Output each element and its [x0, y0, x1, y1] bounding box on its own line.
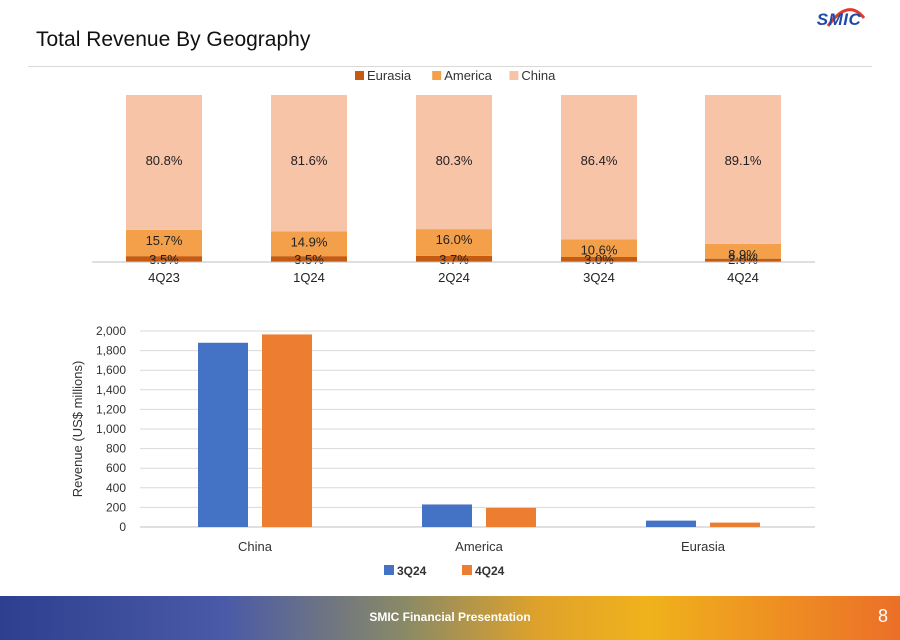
legend-label-america: America: [444, 68, 492, 83]
legend-swatch-china: [509, 71, 519, 80]
x-tick-eurasia: Eurasia: [681, 539, 726, 554]
bar-america-3q24: [561, 239, 637, 257]
y-tick-label: 600: [106, 461, 126, 475]
logo-text: SMIC: [816, 10, 862, 29]
bar-3q24-america: [422, 504, 472, 527]
page-number: 8: [877, 606, 888, 626]
geography-percent-chart: Eurasia America China 80.8% 15.7% 3.5% 4Q23 81.…: [92, 68, 815, 285]
bar-china-4q24: [705, 95, 781, 244]
y-tick-label: 1,400: [96, 383, 126, 397]
data-label-eurasia-4q23: 3.5%: [149, 252, 179, 267]
legend-swatch-4q24: [462, 565, 472, 575]
bar-china-4q23: [126, 95, 202, 230]
bar-china-3q24: [561, 95, 637, 240]
title-divider: [28, 66, 872, 67]
y-tick-label: 1,000: [96, 422, 126, 436]
data-label-america-4q23: 15.7%: [146, 233, 183, 248]
y-tick-label: 1,800: [96, 344, 126, 358]
bar-4q24-america: [486, 507, 536, 527]
bar-4q24-eurasia: [710, 522, 760, 527]
bar-america-1q24: [271, 231, 347, 257]
data-label-eurasia-4q24: 2.0%: [728, 252, 758, 267]
data-label-america-2q24: 16.0%: [436, 232, 473, 247]
data-label-china-4q24: 89.1%: [725, 153, 762, 168]
y-tick-label: 200: [106, 500, 126, 514]
y-tick-label: 1,600: [96, 363, 126, 377]
bar-4q24-china: [262, 334, 312, 527]
bar-3q24-china: [198, 342, 248, 527]
bar-china-2q24: [416, 95, 492, 230]
y-tick-label: 400: [106, 481, 126, 495]
data-label-china-4q23: 80.8%: [146, 153, 183, 168]
y-tick-label: 800: [106, 442, 126, 456]
data-label-eurasia-3q24: 3.0%: [584, 252, 614, 267]
data-label-america-1q24: 14.9%: [291, 234, 328, 249]
data-label-china-1q24: 81.6%: [291, 153, 328, 168]
slide-title: Total Revenue By Geography: [36, 28, 311, 51]
x-tick-1q24: 1Q24: [293, 270, 325, 285]
bar-eurasia-1q24: [271, 256, 347, 262]
legend-label-3q24: 3Q24: [397, 564, 427, 578]
data-label-china-3q24: 86.4%: [581, 153, 618, 168]
data-label-america-3q24: 10.6%: [581, 242, 618, 257]
x-tick-america: America: [455, 539, 503, 554]
bar-eurasia-4q24: [705, 258, 781, 262]
legend-label-4q24: 4Q24: [475, 564, 505, 578]
footer-text: SMIC Financial Presentation: [369, 610, 531, 624]
bar-eurasia-4q23: [126, 256, 202, 262]
y-tick-label: 0: [119, 520, 126, 534]
bar-3q24-eurasia: [646, 520, 696, 527]
legend-swatch-eurasia: [355, 71, 364, 80]
legend-label-china: China: [521, 68, 556, 83]
smic-logo: SMIC: [808, 4, 870, 38]
data-label-china-2q24: 80.3%: [436, 153, 473, 168]
x-tick-4q24: 4Q24: [727, 270, 759, 285]
x-tick-4q23: 4Q23: [148, 270, 180, 285]
data-label-america-4q24: 8.9%: [728, 247, 758, 262]
bar-eurasia-3q24: [561, 256, 637, 262]
data-label-eurasia-1q24: 3.5%: [294, 252, 324, 267]
y-tick-label: 1,200: [96, 402, 126, 416]
bar-china-1q24: [271, 95, 347, 232]
bar-america-2q24: [416, 229, 492, 256]
legend-label-eurasia: Eurasia: [367, 68, 412, 83]
data-label-eurasia-2q24: 3.7%: [439, 252, 469, 267]
legend-swatch-3q24: [384, 565, 394, 575]
legend-swatch-america: [432, 71, 442, 80]
bar-america-4q24: [705, 243, 781, 259]
y-axis-title: Revenue (US$ millions): [70, 361, 85, 498]
bar-eurasia-2q24: [416, 255, 492, 262]
y-tick-label: 2,000: [96, 324, 126, 338]
x-tick-3q24: 3Q24: [583, 270, 615, 285]
x-tick-2q24: 2Q24: [438, 270, 470, 285]
x-tick-china: China: [238, 539, 273, 554]
footer-bar: SMIC Financial Presentation 8: [0, 596, 900, 640]
bar-america-4q23: [126, 229, 202, 257]
geography-revenue-chart: 0 200 400 600 800 1,000 1,200 1,400 1,600 1,800 2,…: [70, 324, 815, 578]
logo-arc-icon: [826, 8, 866, 27]
